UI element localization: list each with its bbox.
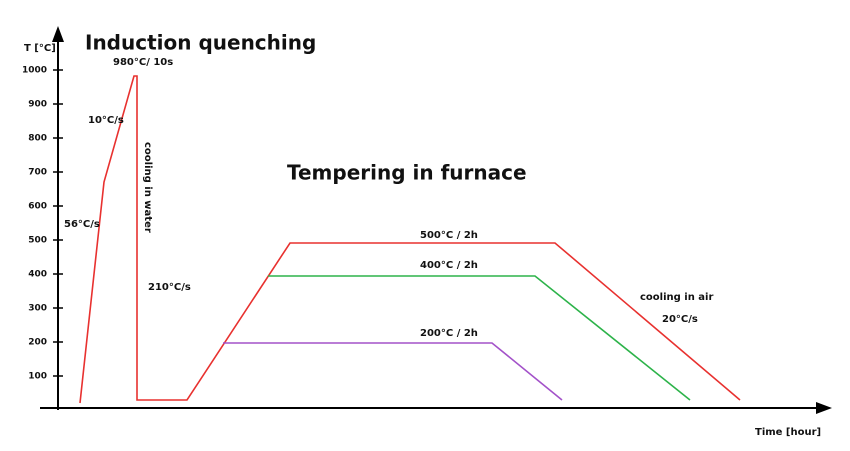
y-tick-label: 100 xyxy=(28,372,47,382)
x-axis-label: Time [hour] xyxy=(755,427,821,438)
subtitle: Tempering in furnace xyxy=(287,161,527,185)
annotation: 980°C/ 10s xyxy=(113,57,173,68)
profile-200 xyxy=(223,342,563,401)
y-tick-label: 600 xyxy=(28,202,47,212)
y-tick-label: 1000 xyxy=(22,66,47,76)
profile-400 xyxy=(268,275,691,401)
annotation: 200°C / 2h xyxy=(420,328,478,339)
y-tick-label: 700 xyxy=(28,168,47,178)
y-tick-label: 900 xyxy=(28,100,47,110)
y-tick-label: 200 xyxy=(28,338,47,348)
annotation: 10°C/s xyxy=(88,115,124,126)
annotation: 20°C/s xyxy=(662,314,698,325)
title: Induction quenching xyxy=(85,31,316,55)
y-tick-label: 400 xyxy=(28,270,47,280)
y-axis-arrow xyxy=(52,26,64,42)
y-tick-label: 800 xyxy=(28,134,47,144)
profile-500 xyxy=(79,75,741,404)
y-axis-label: T [°C] xyxy=(24,43,56,54)
annotation: 56°C/s xyxy=(64,219,100,230)
y-tick-label: 300 xyxy=(28,304,47,314)
annotation: cooling in water xyxy=(142,142,153,233)
x-axis-arrow xyxy=(816,402,832,414)
annotation: 210°C/s xyxy=(148,282,191,293)
annotation: cooling in air xyxy=(640,292,713,303)
annotation: 500°C / 2h xyxy=(420,230,478,241)
annotation: 400°C / 2h xyxy=(420,260,478,271)
y-tick-label: 500 xyxy=(28,236,47,246)
